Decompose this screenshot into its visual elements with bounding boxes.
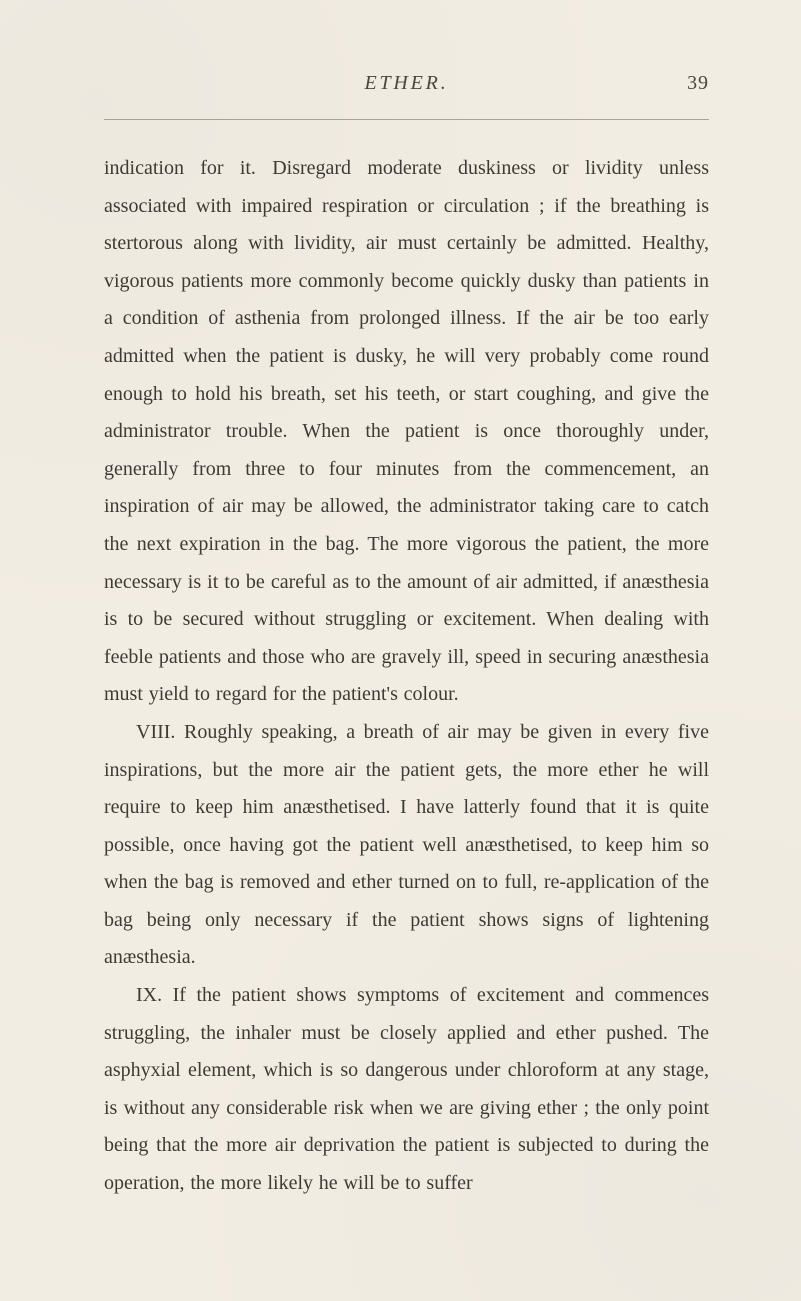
- running-head: ETHER. 39: [104, 72, 709, 105]
- running-head-title: ETHER.: [364, 72, 448, 95]
- paragraph: VIII. Roughly speaking, a breath of air …: [104, 714, 709, 977]
- paragraph: indication for it. Disregard moderate du…: [104, 150, 709, 714]
- paragraph: IX. If the patient shows symptoms of exc…: [104, 977, 709, 1203]
- head-rule: [104, 119, 709, 120]
- page: ETHER. 39 indication for it. Disregard m…: [0, 0, 801, 1301]
- page-number: 39: [687, 72, 709, 95]
- body-text: indication for it. Disregard moderate du…: [104, 150, 709, 1203]
